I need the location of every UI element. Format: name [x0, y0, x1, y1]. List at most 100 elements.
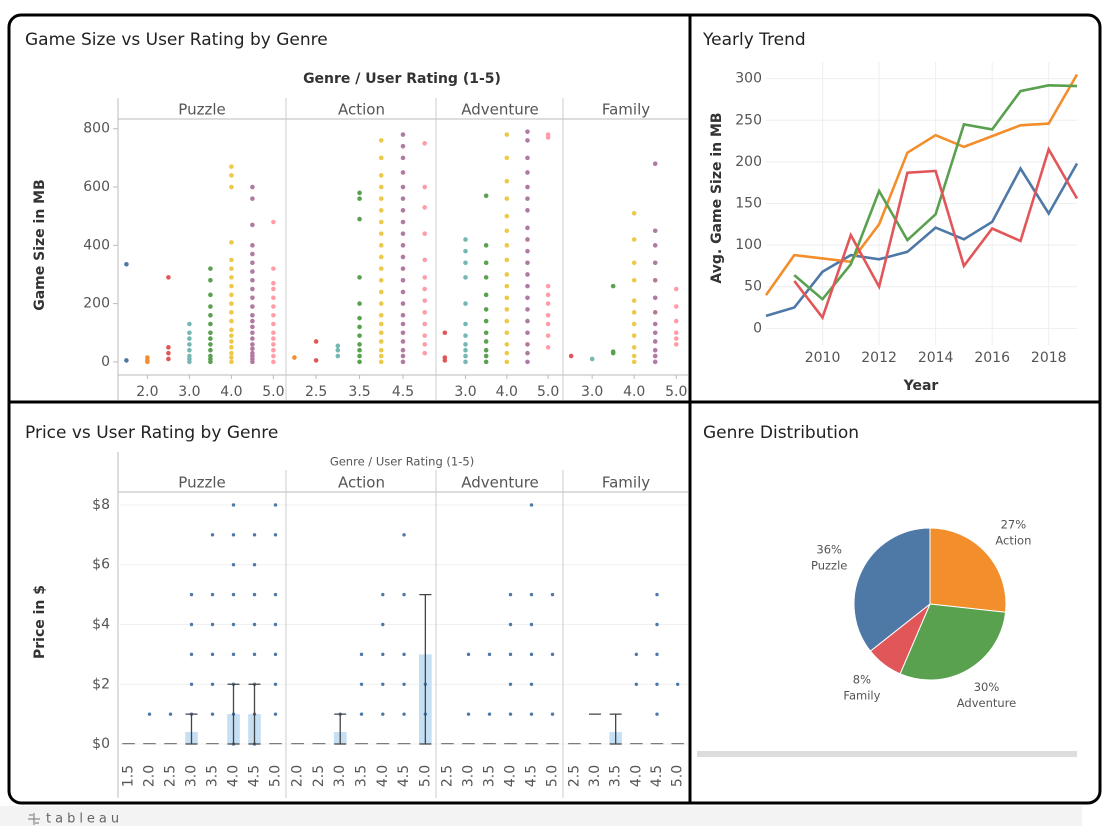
point	[271, 321, 276, 327]
point	[655, 592, 659, 597]
point	[463, 275, 468, 280]
point	[545, 345, 551, 350]
facet-header: Puzzle	[178, 474, 225, 492]
point	[466, 712, 471, 716]
point	[525, 295, 530, 301]
point	[229, 240, 234, 245]
y-tick-label: 50	[744, 279, 762, 295]
point	[483, 193, 489, 199]
error-bar	[185, 713, 198, 745]
point	[652, 353, 658, 359]
point	[463, 347, 468, 353]
x-tick-label: 4.0	[623, 384, 645, 400]
point	[631, 260, 637, 266]
point	[271, 286, 276, 292]
pie-value-label: 36%	[816, 542, 842, 556]
point	[273, 712, 278, 716]
point	[504, 350, 510, 356]
point	[400, 347, 406, 353]
point	[422, 321, 428, 327]
point	[463, 359, 468, 365]
point	[545, 301, 551, 306]
point	[400, 359, 406, 365]
x-tick-label: 3.0	[454, 384, 476, 400]
x-tick-label: 3.0	[332, 765, 348, 787]
point	[250, 324, 255, 330]
point	[463, 260, 468, 266]
point	[463, 342, 468, 347]
point	[545, 321, 551, 327]
tableau-logo	[28, 813, 40, 825]
point	[187, 347, 192, 353]
point	[400, 184, 406, 190]
point	[673, 330, 679, 336]
bar	[376, 743, 390, 745]
point	[483, 275, 489, 280]
pie-category-label: Family	[843, 689, 880, 703]
point	[378, 231, 384, 236]
point	[400, 243, 406, 248]
point	[208, 353, 213, 359]
point	[631, 353, 637, 359]
point	[400, 312, 406, 318]
point	[525, 350, 530, 356]
point	[442, 355, 448, 360]
line-series	[765, 162, 1079, 318]
point	[422, 350, 428, 356]
point	[250, 304, 255, 309]
point	[250, 342, 255, 347]
point	[483, 292, 489, 298]
point	[378, 196, 384, 201]
facet-header: Puzzle	[178, 101, 225, 119]
point	[545, 312, 551, 318]
point	[229, 359, 234, 365]
bar	[588, 743, 602, 745]
point	[525, 248, 530, 254]
footer-text: tableau	[46, 812, 123, 826]
point	[463, 237, 468, 242]
bar	[650, 743, 664, 745]
point	[357, 359, 362, 365]
point	[504, 330, 510, 336]
point	[357, 315, 362, 321]
x-tick-label: 4.0	[628, 765, 644, 787]
y-tick-label: $8	[92, 497, 110, 513]
bar	[568, 743, 581, 745]
point	[504, 213, 510, 219]
point	[463, 353, 468, 359]
point	[483, 243, 489, 248]
x-tick-label: 4.0	[375, 765, 391, 787]
point	[378, 353, 384, 359]
point	[529, 503, 534, 507]
y-tick-label: $6	[92, 557, 110, 573]
point	[525, 237, 530, 242]
point	[504, 257, 510, 263]
point	[504, 283, 510, 289]
point	[187, 336, 192, 341]
x-tick-label: 2.0	[136, 384, 158, 400]
bar	[483, 743, 496, 745]
y-tick-label: 200	[735, 154, 762, 170]
point	[229, 333, 234, 338]
point	[529, 592, 534, 597]
point	[208, 312, 213, 318]
point	[525, 330, 530, 336]
point	[483, 353, 489, 359]
point	[357, 353, 362, 359]
point	[250, 184, 255, 190]
point	[400, 277, 406, 283]
point	[504, 228, 510, 234]
point	[381, 622, 385, 627]
point	[166, 356, 171, 362]
point	[422, 205, 428, 210]
point	[400, 266, 406, 271]
point	[357, 324, 362, 330]
x-tick-label: 3.0	[461, 765, 477, 787]
point	[229, 184, 234, 190]
x-tick-label: 2.0	[290, 765, 306, 787]
facet-header: Action	[338, 101, 385, 119]
point	[208, 342, 213, 347]
pie-value-label: 30%	[974, 680, 1000, 694]
point	[631, 321, 637, 327]
point	[210, 622, 215, 627]
